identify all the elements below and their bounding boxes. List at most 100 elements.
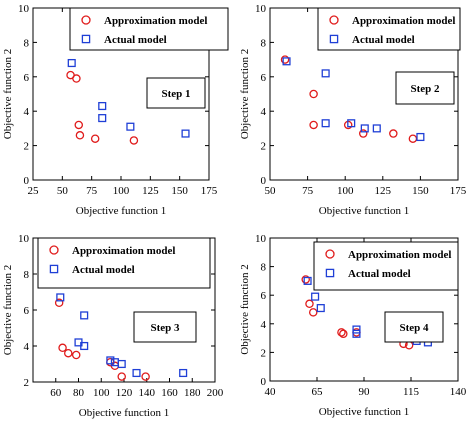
- point-actual: [98, 114, 107, 123]
- point-actual: [321, 119, 330, 128]
- legend-box: [313, 241, 459, 291]
- point-actual: [179, 368, 188, 378]
- x-tick-label: 50: [57, 185, 69, 197]
- point-approximation: [129, 136, 139, 145]
- point-approximation: [64, 348, 73, 358]
- point-approximation: [117, 372, 126, 381]
- point-approximation: [71, 350, 81, 360]
- point-actual: [181, 129, 190, 138]
- y-tick-label: 6: [24, 305, 30, 317]
- legend-box: [317, 7, 461, 51]
- legend-label: Actual model: [72, 264, 135, 276]
- x-tick-label: 150: [171, 185, 188, 197]
- y-tick-label: 4: [24, 106, 30, 118]
- chart-panel-1: 25 50 75 100 125 150 175 0 2 4 6 8 10 Objective funct…: [2, 3, 229, 217]
- point-actual: [117, 359, 126, 369]
- point-actual: [98, 101, 107, 111]
- x-tick-label: 125: [375, 185, 392, 197]
- step-box: [146, 77, 206, 109]
- legend-box: [69, 7, 229, 51]
- legend-marker-circle: [325, 249, 335, 259]
- x-axis-label: Objective function 1: [79, 407, 169, 419]
- legend: Approximation model Actual model: [317, 7, 461, 51]
- y-tick-label: 8: [261, 37, 267, 49]
- legend: Approximation model Actual model: [37, 237, 211, 289]
- legend-label: Approximation model: [104, 15, 207, 27]
- y-axis-label: Objective function 2: [2, 265, 14, 355]
- point-approximation: [72, 74, 81, 83]
- x-axis-label: Objective function 1: [76, 205, 166, 217]
- step-box: [133, 311, 197, 343]
- x-tick-label: 65: [312, 386, 324, 398]
- x-tick-label: 140: [450, 386, 467, 398]
- legend-marker-square: [49, 264, 59, 274]
- legend-marker-square: [325, 268, 335, 278]
- point-actual: [80, 341, 89, 351]
- step-label: Step 1: [161, 88, 190, 100]
- point-actual: [360, 124, 369, 133]
- point-approximation: [309, 89, 318, 99]
- y-axis-label: Objective function 2: [239, 49, 251, 139]
- legend-marker-square: [329, 34, 339, 44]
- point-actual: [321, 69, 330, 78]
- y-axis-label: Objective function 2: [2, 49, 14, 139]
- point-approximation: [54, 298, 64, 308]
- x-tick-label: 100: [93, 387, 110, 399]
- y-tick-label: 0: [261, 175, 267, 187]
- point-approximation: [75, 131, 85, 140]
- y-tick-label: 8: [261, 262, 267, 274]
- point-approximation: [408, 134, 418, 143]
- x-tick-label: 115: [403, 386, 420, 398]
- x-tick-label: 80: [73, 387, 85, 399]
- point-actual: [316, 304, 325, 313]
- point-approximation: [339, 329, 348, 339]
- y-axis-label: Objective function 2: [239, 264, 251, 354]
- legend-box: [37, 237, 211, 289]
- x-tick-label: 60: [50, 387, 62, 399]
- chart-panel-4: 40 65 90 115 140 0 2 4 6 8 10 Objective function 1 O…: [239, 233, 467, 418]
- x-axis-label: Objective function 1: [319, 205, 409, 217]
- point-actual: [126, 122, 135, 131]
- chart-panel-2: 50 75 100 125 150 175 0 2 4 6 8 10 Objective functio…: [239, 3, 467, 217]
- x-tick-label: 75: [86, 185, 98, 197]
- y-tick-label: 4: [261, 106, 267, 118]
- x-tick-label: 50: [265, 185, 277, 197]
- y-tick-label: 2: [24, 377, 30, 389]
- x-tick-label: 140: [139, 387, 156, 399]
- step-label: Step 3: [150, 322, 180, 334]
- point-approximation: [74, 120, 84, 130]
- point-approximation: [58, 343, 67, 353]
- legend-marker-square: [81, 34, 91, 44]
- x-tick-label: 125: [142, 185, 159, 197]
- point-approximation: [301, 275, 310, 284]
- x-tick-label: 180: [184, 387, 201, 399]
- point-actual: [67, 58, 76, 68]
- y-tick-label: 10: [18, 233, 30, 245]
- legend-label: Actual model: [348, 268, 411, 280]
- point-approximation: [280, 55, 290, 64]
- legend-marker-circle: [329, 15, 339, 25]
- legend-label: Actual model: [104, 34, 167, 46]
- point-actual: [352, 329, 361, 338]
- x-tick-label: 175: [450, 185, 467, 197]
- point-actual: [56, 293, 65, 302]
- legend: Approximation model Actual model: [69, 7, 229, 51]
- point-approximation: [141, 372, 150, 381]
- y-tick-label: 2: [24, 141, 30, 153]
- point-approximation: [389, 129, 398, 138]
- x-tick-label: 25: [28, 185, 40, 197]
- y-tick-label: 10: [18, 3, 30, 15]
- point-approximation: [308, 308, 318, 317]
- x-tick-label: 200: [207, 387, 224, 399]
- legend-marker-circle: [81, 15, 91, 25]
- chart-panel-3: 60 80 100 120 140 160 180 200 2 4 6 8 10 Objective fu…: [2, 233, 224, 419]
- x-tick-label: 90: [359, 386, 371, 398]
- y-tick-label: 8: [24, 269, 30, 281]
- y-tick-label: 8: [24, 37, 30, 49]
- y-tick-label: 4: [261, 319, 267, 331]
- legend-label: Approximation model: [352, 15, 455, 27]
- point-approximation: [309, 120, 318, 130]
- y-tick-label: 6: [261, 72, 267, 84]
- point-actual: [80, 311, 89, 320]
- y-tick-label: 6: [261, 290, 267, 302]
